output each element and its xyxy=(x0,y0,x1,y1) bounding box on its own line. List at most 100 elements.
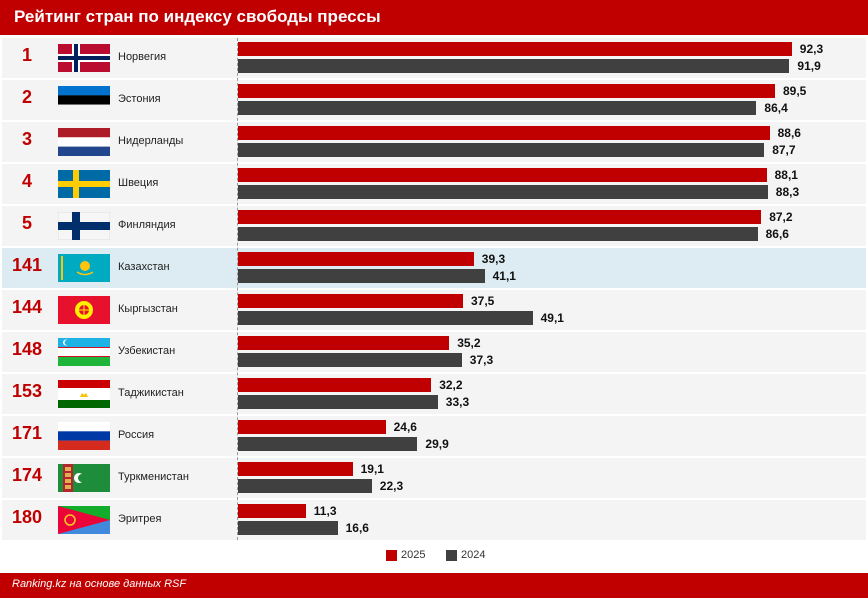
bar-2024 xyxy=(238,143,765,157)
bar-2025 xyxy=(238,462,353,476)
rank-label: 153 xyxy=(11,381,43,401)
bar-2025 xyxy=(238,252,474,266)
country-label: Казахстан xyxy=(118,261,170,273)
rank-label: 180 xyxy=(11,507,43,527)
footer-bar: Ranking.kz на основе данных RSF xyxy=(0,573,868,598)
bar-2024 xyxy=(238,479,372,493)
rank-label: 5 xyxy=(21,213,32,233)
bar-2025 xyxy=(238,126,770,140)
finland-flag-icon xyxy=(58,212,110,240)
chart-row: 174 Туркменистан 19,1 22,3 xyxy=(2,458,866,498)
value-label-2025: 37,5 xyxy=(471,294,495,308)
page-title: Рейтинг стран по индексу свободы прессы xyxy=(14,7,381,26)
country-label: Норвегия xyxy=(118,51,167,63)
rank-label: 2 xyxy=(21,87,32,107)
axis-line xyxy=(237,38,238,540)
bar-2024 xyxy=(238,185,768,199)
bar-2025 xyxy=(238,504,306,518)
value-label-2025: 11,3 xyxy=(313,504,337,518)
value-label-2025: 32,2 xyxy=(439,378,463,392)
rank-label: 148 xyxy=(11,339,43,359)
source-note: Ranking.kz на основе данных RSF xyxy=(12,578,187,590)
rank-label: 174 xyxy=(11,465,43,485)
turkmenistan-flag-icon xyxy=(58,464,110,492)
eritrea-flag-icon xyxy=(58,506,110,534)
bar-2025 xyxy=(238,210,762,224)
chart-row: 141 Казахстан 39,3 41,1 xyxy=(2,248,866,288)
tajikistan-flag-icon xyxy=(58,380,110,408)
value-label-2025: 92,3 xyxy=(799,42,824,56)
legend-label-2025: 2025 xyxy=(401,549,426,561)
bar-2024 xyxy=(238,311,533,325)
chart-row: 2 Эстония 89,5 86,4 xyxy=(2,80,866,120)
country-label: Эритрея xyxy=(118,513,162,525)
value-label-2025: 35,2 xyxy=(457,336,481,350)
bar-2024 xyxy=(238,59,790,73)
country-label: Кыргызстан xyxy=(118,303,178,315)
chart-row: 5 Финляндия 87,2 86,6 xyxy=(2,206,866,246)
bar-2024 xyxy=(238,227,758,241)
chart-row: 1 Норвегия 92,3 91,9 xyxy=(2,38,866,78)
country-label: Швеция xyxy=(118,177,159,189)
bar-2024 xyxy=(238,269,485,283)
rank-label: 141 xyxy=(11,255,43,275)
legend-label-2024: 2024 xyxy=(461,549,486,561)
uzbekistan-flag-icon xyxy=(58,338,110,366)
kyrgyzstan-flag-icon xyxy=(58,296,110,324)
bar-2025 xyxy=(238,168,767,182)
country-label: Нидерланды xyxy=(118,135,184,147)
value-label-2024: 88,3 xyxy=(775,185,800,199)
value-label-2024: 22,3 xyxy=(379,479,404,493)
sweden-flag-icon xyxy=(58,170,110,198)
header-bar: Рейтинг стран по индексу свободы прессы xyxy=(0,0,868,35)
legend-swatch-2025 xyxy=(386,550,397,561)
legend: 2025 2024 xyxy=(0,548,868,564)
bar-2025 xyxy=(238,42,792,56)
bar-2025 xyxy=(238,84,775,98)
bar-2025 xyxy=(238,294,463,308)
value-label-2025: 88,1 xyxy=(774,168,798,182)
rank-label: 144 xyxy=(11,297,43,317)
bar-2024 xyxy=(238,101,757,115)
value-label-2025: 24,6 xyxy=(393,420,417,434)
value-label-2024: 37,3 xyxy=(469,353,494,367)
country-label: Туркменистан xyxy=(118,471,189,483)
chart-row: 144 Кыргызстан 37,5 49,1 xyxy=(2,290,866,330)
value-label-2024: 91,9 xyxy=(797,59,821,73)
country-label: Эстония xyxy=(118,93,161,105)
rank-label: 1 xyxy=(21,45,32,65)
bar-2024 xyxy=(238,437,418,451)
chart-row: 171 Россия 24,6 29,9 xyxy=(2,416,866,456)
value-label-2024: 87,7 xyxy=(772,143,796,157)
kazakhstan-flag-icon xyxy=(58,254,110,282)
country-label: Узбекистан xyxy=(118,345,176,357)
value-label-2024: 16,6 xyxy=(345,521,369,535)
chart-row: 153 Таджикистан 32,2 33,3 xyxy=(2,374,866,414)
rank-label: 3 xyxy=(21,129,32,149)
chart-row: 3 Нидерланды 88,6 87,7 xyxy=(2,122,866,162)
value-label-2025: 19,1 xyxy=(360,462,384,476)
chart-row: 180 Эритрея 11,3 16,6 xyxy=(2,500,866,540)
bar-2025 xyxy=(238,420,386,434)
norway-flag-icon xyxy=(58,44,110,72)
estonia-flag-icon xyxy=(58,86,110,114)
country-label: Таджикистан xyxy=(118,387,184,399)
bar-2024 xyxy=(238,353,462,367)
value-label-2024: 41,1 xyxy=(492,269,516,283)
legend-swatch-2024 xyxy=(446,550,457,561)
chart-row: 148 Узбекистан 35,2 37,3 xyxy=(2,332,866,372)
russia-flag-icon xyxy=(58,422,110,450)
value-label-2024: 29,9 xyxy=(425,437,449,451)
value-label-2024: 49,1 xyxy=(540,311,564,325)
value-label-2025: 89,5 xyxy=(783,84,807,98)
value-label-2024: 86,4 xyxy=(764,101,788,115)
country-label: Финляндия xyxy=(118,219,176,231)
value-label-2024: 33,3 xyxy=(445,395,470,409)
value-label-2025: 87,2 xyxy=(769,210,793,224)
bar-2025 xyxy=(238,378,432,392)
rank-label: 171 xyxy=(11,423,43,443)
value-label-2025: 88,6 xyxy=(777,126,801,140)
netherlands-flag-icon xyxy=(58,128,110,156)
value-label-2025: 39,3 xyxy=(481,252,506,266)
